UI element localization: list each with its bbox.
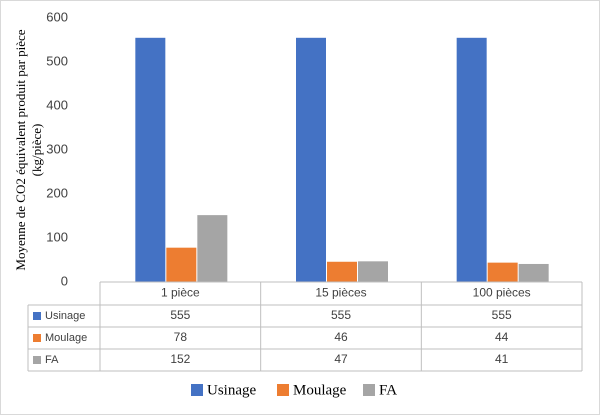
bar [166, 247, 197, 282]
table-cell: 555 [170, 308, 190, 322]
legend-key [363, 384, 375, 396]
table-legend-key [33, 334, 41, 342]
table-cell: 555 [331, 308, 351, 322]
legend-key [191, 384, 203, 396]
table-header: 1 pièce [161, 286, 200, 300]
legend-key [277, 384, 289, 396]
table-cell: 44 [495, 330, 509, 344]
table-cell: 555 [492, 308, 512, 322]
y-axis-title-line: Moyenne de CO2 équivalent produit par pi… [13, 29, 28, 270]
bar [327, 261, 357, 282]
table-row-label: FA [45, 354, 59, 366]
y-tick-label: 0 [61, 273, 68, 288]
bar [197, 215, 228, 282]
legend-label: Usinage [207, 382, 256, 398]
y-tick-label: 400 [46, 97, 68, 112]
legend-label: FA [379, 382, 397, 398]
table-legend-key [33, 312, 41, 320]
y-tick-label: 100 [46, 229, 68, 244]
bar [358, 261, 388, 282]
table-header: 100 pièces [473, 286, 531, 300]
table-cell: 152 [170, 352, 190, 366]
y-tick-label: 300 [46, 141, 68, 156]
table-cell: 46 [334, 330, 348, 344]
table-cell: 47 [334, 352, 348, 366]
table-cell: 78 [174, 330, 188, 344]
legend-label: Moulage [293, 382, 347, 398]
bar [296, 37, 326, 282]
bar [518, 263, 549, 282]
table-legend-key [33, 356, 41, 364]
y-tick-label: 600 [46, 9, 68, 24]
y-tick-label: 200 [46, 185, 68, 200]
bar [487, 262, 518, 282]
y-axis-title-line: (kg/pièce) [29, 124, 44, 177]
bar [456, 37, 487, 282]
y-tick-label: 500 [46, 53, 68, 68]
y-axis-title: Moyenne de CO2 équivalent produit par pi… [13, 29, 44, 270]
table-row-label: Moulage [45, 332, 87, 344]
table-cell: 41 [495, 352, 509, 366]
table-row-label: Usinage [45, 310, 85, 322]
bar [135, 37, 166, 282]
table-header: 15 pièces [315, 286, 366, 300]
